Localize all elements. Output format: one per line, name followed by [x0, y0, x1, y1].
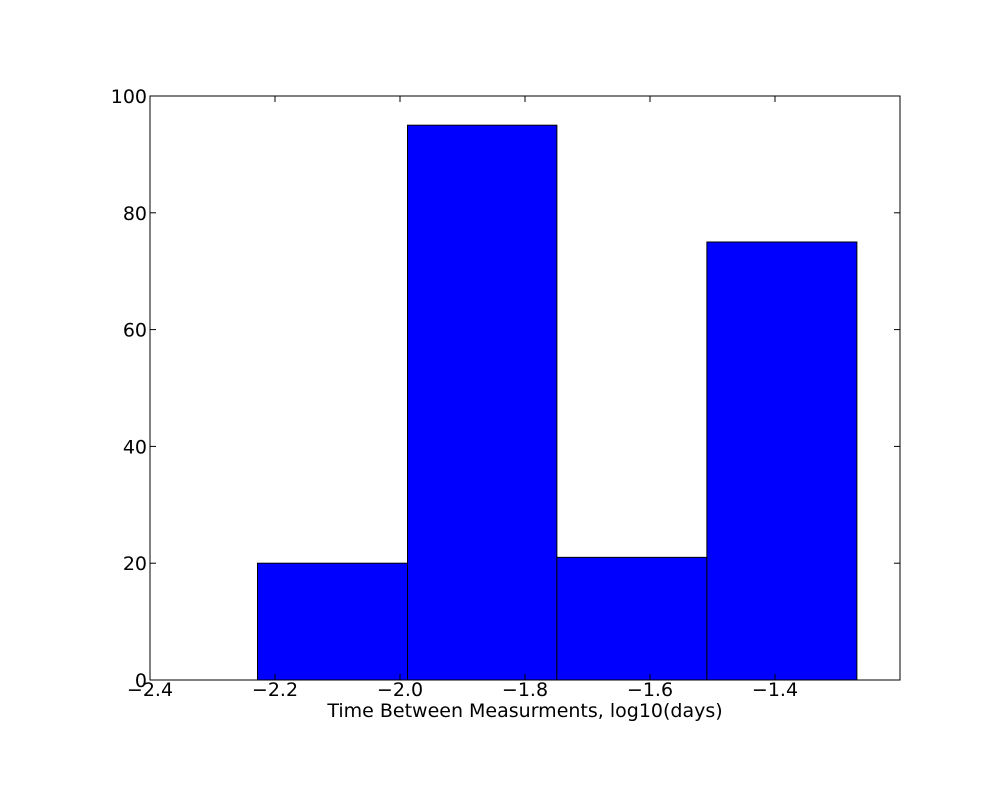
tick-labels-group: −2.4 −2.2 −2.0 −1.8 −1.6 −1.4 0 20 40 60 80 100	[111, 86, 798, 701]
x-tick-label: −1.8	[502, 679, 548, 701]
y-tick-label: 100	[111, 86, 147, 108]
histogram-bar-2	[407, 124, 558, 681]
y-tick-label: 60	[123, 320, 147, 342]
ticks-group	[149, 95, 900, 681]
y-tick-label: 0	[135, 670, 147, 692]
y-tick-label: 40	[123, 436, 147, 458]
x-tick-label: −1.4	[752, 679, 798, 701]
histogram-bar-4	[706, 241, 858, 681]
x-tick-label: −2.2	[252, 679, 298, 701]
y-tick-label: 20	[123, 553, 147, 575]
x-tick-label: −2.4	[127, 679, 173, 701]
histogram-bar-3	[556, 556, 708, 681]
histogram-bar-1	[257, 562, 408, 681]
bars-group	[257, 124, 858, 681]
x-tick-label: −1.6	[627, 679, 673, 701]
x-axis-label: Time Between Measurments, log10(days)	[326, 700, 722, 722]
x-tick-label: −2.0	[377, 679, 423, 701]
y-tick-label: 80	[123, 203, 147, 225]
